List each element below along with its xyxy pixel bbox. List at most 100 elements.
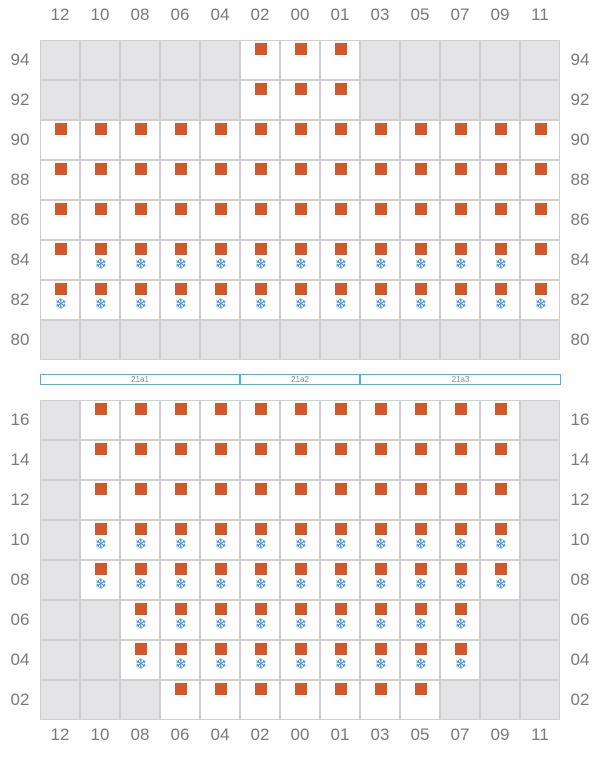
slot-cell[interactable] bbox=[320, 680, 360, 720]
slot-cell[interactable]: ❄ bbox=[200, 240, 240, 280]
slot-cell[interactable]: ❄ bbox=[280, 560, 320, 600]
slot-cell[interactable]: ❄ bbox=[280, 520, 320, 560]
slot-cell[interactable] bbox=[40, 200, 80, 240]
slot-cell[interactable] bbox=[280, 680, 320, 720]
slot-cell[interactable] bbox=[240, 480, 280, 520]
slot-cell[interactable] bbox=[440, 120, 480, 160]
slot-cell[interactable]: ❄ bbox=[280, 240, 320, 280]
slot-cell[interactable] bbox=[200, 480, 240, 520]
slot-cell[interactable] bbox=[280, 400, 320, 440]
slot-cell[interactable] bbox=[480, 400, 520, 440]
slot-cell[interactable] bbox=[480, 440, 520, 480]
slot-cell[interactable] bbox=[200, 400, 240, 440]
slot-cell[interactable] bbox=[360, 440, 400, 480]
slot-cell[interactable] bbox=[120, 120, 160, 160]
slot-cell[interactable] bbox=[160, 440, 200, 480]
slot-cell[interactable] bbox=[320, 40, 360, 80]
slot-cell[interactable]: ❄ bbox=[360, 520, 400, 560]
slot-cell[interactable]: ❄ bbox=[280, 600, 320, 640]
slot-cell[interactable]: ❄ bbox=[440, 560, 480, 600]
slot-cell[interactable] bbox=[200, 160, 240, 200]
slot-cell[interactable] bbox=[40, 240, 80, 280]
slot-cell[interactable]: ❄ bbox=[360, 560, 400, 600]
slot-cell[interactable] bbox=[160, 680, 200, 720]
slot-cell[interactable] bbox=[520, 200, 560, 240]
slot-cell[interactable]: ❄ bbox=[320, 560, 360, 600]
slot-cell[interactable] bbox=[280, 120, 320, 160]
slot-cell[interactable] bbox=[440, 200, 480, 240]
slot-cell[interactable]: ❄ bbox=[480, 280, 520, 320]
slot-cell[interactable]: ❄ bbox=[400, 240, 440, 280]
slot-cell[interactable] bbox=[520, 120, 560, 160]
slot-cell[interactable] bbox=[280, 200, 320, 240]
slot-cell[interactable]: ❄ bbox=[40, 280, 80, 320]
slot-cell[interactable] bbox=[400, 480, 440, 520]
slot-cell[interactable] bbox=[360, 200, 400, 240]
slot-cell[interactable] bbox=[80, 400, 120, 440]
slot-cell[interactable]: ❄ bbox=[440, 280, 480, 320]
slot-cell[interactable]: ❄ bbox=[120, 600, 160, 640]
slot-cell[interactable] bbox=[240, 200, 280, 240]
slot-cell[interactable]: ❄ bbox=[400, 640, 440, 680]
slot-cell[interactable] bbox=[120, 400, 160, 440]
slot-cell[interactable] bbox=[400, 400, 440, 440]
slot-cell[interactable]: ❄ bbox=[320, 600, 360, 640]
slot-cell[interactable] bbox=[160, 120, 200, 160]
slot-cell[interactable] bbox=[120, 480, 160, 520]
slot-cell[interactable] bbox=[320, 440, 360, 480]
slot-cell[interactable]: ❄ bbox=[480, 560, 520, 600]
slot-cell[interactable]: ❄ bbox=[440, 520, 480, 560]
slot-cell[interactable] bbox=[200, 120, 240, 160]
slot-cell[interactable] bbox=[120, 440, 160, 480]
slot-cell[interactable]: ❄ bbox=[160, 560, 200, 600]
slot-cell[interactable] bbox=[280, 40, 320, 80]
slot-cell[interactable] bbox=[440, 440, 480, 480]
slot-cell[interactable] bbox=[160, 160, 200, 200]
slot-cell[interactable]: ❄ bbox=[160, 640, 200, 680]
slot-cell[interactable]: ❄ bbox=[320, 280, 360, 320]
slot-cell[interactable] bbox=[360, 680, 400, 720]
slot-cell[interactable] bbox=[520, 240, 560, 280]
slot-cell[interactable] bbox=[440, 160, 480, 200]
slot-cell[interactable]: ❄ bbox=[120, 560, 160, 600]
slot-cell[interactable] bbox=[280, 440, 320, 480]
slot-cell[interactable]: ❄ bbox=[400, 600, 440, 640]
slot-cell[interactable]: ❄ bbox=[80, 560, 120, 600]
slot-cell[interactable]: ❄ bbox=[280, 640, 320, 680]
slot-cell[interactable] bbox=[280, 480, 320, 520]
slot-cell[interactable] bbox=[80, 160, 120, 200]
slot-cell[interactable] bbox=[80, 120, 120, 160]
slot-cell[interactable] bbox=[240, 120, 280, 160]
slot-cell[interactable]: ❄ bbox=[120, 280, 160, 320]
slot-cell[interactable] bbox=[360, 120, 400, 160]
slot-cell[interactable]: ❄ bbox=[320, 240, 360, 280]
slot-cell[interactable]: ❄ bbox=[120, 240, 160, 280]
slot-cell[interactable] bbox=[240, 80, 280, 120]
slot-cell[interactable]: ❄ bbox=[400, 280, 440, 320]
slot-cell[interactable]: ❄ bbox=[80, 240, 120, 280]
slot-cell[interactable] bbox=[160, 200, 200, 240]
slot-cell[interactable]: ❄ bbox=[360, 640, 400, 680]
slot-cell[interactable]: ❄ bbox=[80, 280, 120, 320]
slot-cell[interactable] bbox=[280, 80, 320, 120]
slot-cell[interactable]: ❄ bbox=[200, 280, 240, 320]
slot-cell[interactable]: ❄ bbox=[80, 520, 120, 560]
slot-cell[interactable] bbox=[320, 200, 360, 240]
slot-cell[interactable] bbox=[400, 160, 440, 200]
slot-cell[interactable]: ❄ bbox=[160, 520, 200, 560]
slot-cell[interactable]: ❄ bbox=[120, 520, 160, 560]
slot-cell[interactable]: ❄ bbox=[200, 640, 240, 680]
slot-cell[interactable]: ❄ bbox=[160, 240, 200, 280]
slot-cell[interactable] bbox=[400, 200, 440, 240]
slot-cell[interactable]: ❄ bbox=[360, 280, 400, 320]
slot-cell[interactable]: ❄ bbox=[440, 640, 480, 680]
slot-cell[interactable] bbox=[480, 120, 520, 160]
slot-cell[interactable]: ❄ bbox=[520, 280, 560, 320]
slot-cell[interactable] bbox=[320, 80, 360, 120]
slot-cell[interactable] bbox=[160, 400, 200, 440]
slot-cell[interactable]: ❄ bbox=[360, 240, 400, 280]
slot-cell[interactable] bbox=[440, 400, 480, 440]
slot-cell[interactable] bbox=[80, 440, 120, 480]
slot-cell[interactable] bbox=[400, 680, 440, 720]
slot-cell[interactable] bbox=[200, 440, 240, 480]
